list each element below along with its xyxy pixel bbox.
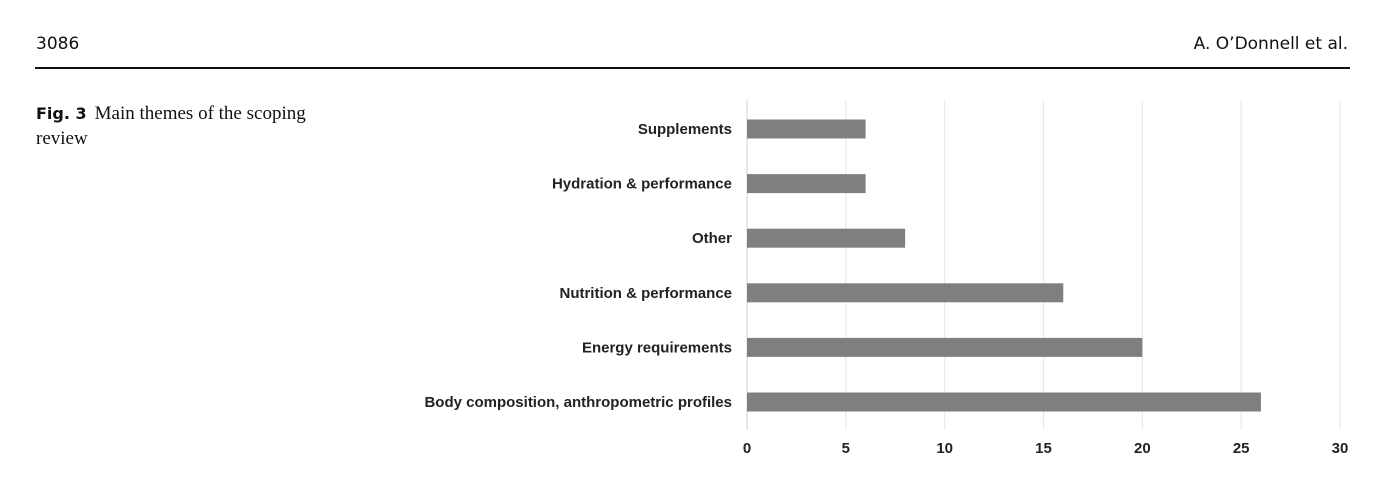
bar (747, 283, 1064, 303)
category-label: Supplements (638, 121, 732, 138)
x-tick-label: 5 (842, 440, 850, 457)
x-tick-labels: 0 5 10 15 20 25 30 (743, 440, 1349, 457)
category-labels: Supplements Hydration & performance Other N… (424, 121, 732, 411)
x-tick-label: 30 (1332, 440, 1349, 457)
category-label: Body composition, anthropometric profile… (424, 394, 732, 411)
page-number: 3086 (36, 34, 80, 54)
figure-label: Fig. 3 (36, 104, 87, 123)
x-tick-label: 15 (1035, 440, 1052, 457)
bar (747, 119, 866, 139)
category-label: Nutrition & performance (559, 285, 732, 302)
bar (747, 337, 1143, 357)
bars (747, 119, 1261, 412)
bar (747, 174, 866, 194)
x-tick-label: 25 (1233, 440, 1250, 457)
x-tick-label: 0 (743, 440, 751, 457)
figure-caption: Fig. 3 Main themes of the scoping review (36, 101, 346, 151)
x-tick-label: 10 (936, 440, 953, 457)
category-label: Other (692, 230, 732, 247)
bar (747, 392, 1261, 412)
figure-caption-text: Main themes of the scoping review (36, 103, 306, 149)
bar (747, 228, 906, 248)
grid-lines (746, 100, 1341, 430)
header-rule (35, 67, 1350, 69)
x-tick-label: 20 (1134, 440, 1151, 457)
category-label: Hydration & performance (552, 176, 732, 193)
category-label: Energy requirements (582, 339, 732, 356)
running-head-author: A. O’Donnell et al. (1193, 34, 1348, 54)
